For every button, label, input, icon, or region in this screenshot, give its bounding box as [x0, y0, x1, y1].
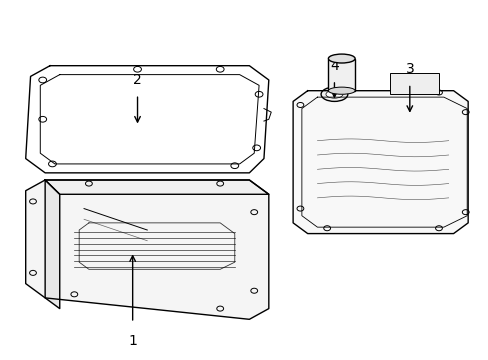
Text: 3: 3 [405, 62, 413, 76]
Ellipse shape [328, 54, 354, 63]
Polygon shape [292, 91, 467, 234]
Ellipse shape [325, 90, 342, 98]
Text: 4: 4 [329, 59, 338, 73]
Text: 2: 2 [133, 73, 142, 87]
Bar [389, 73, 438, 94]
Bar [328, 59, 354, 91]
Polygon shape [45, 180, 268, 194]
Polygon shape [26, 180, 268, 319]
Ellipse shape [321, 87, 347, 102]
Ellipse shape [328, 87, 354, 94]
Polygon shape [45, 180, 60, 309]
Text: 1: 1 [128, 334, 137, 348]
